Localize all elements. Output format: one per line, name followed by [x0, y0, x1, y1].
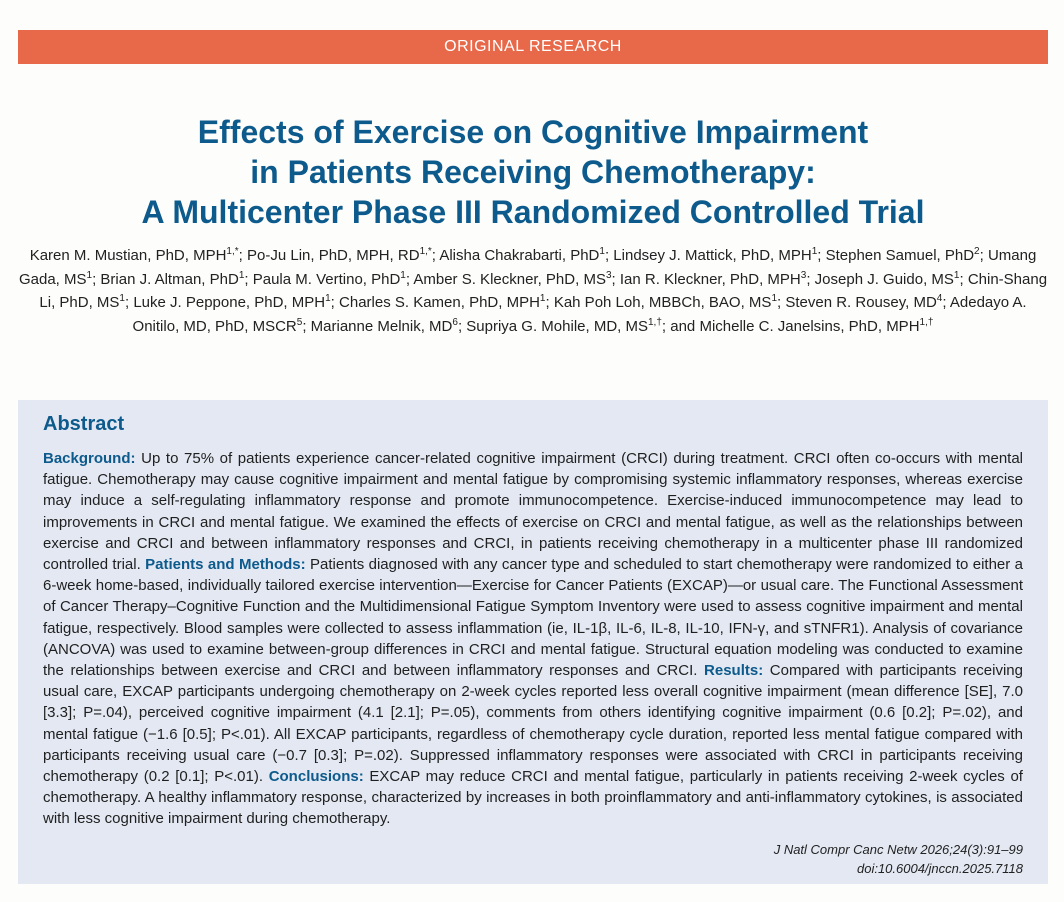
author-name: Amber S. Kleckner, PhD, MS — [413, 270, 606, 288]
author-name: Brian J. Altman, PhD — [100, 270, 239, 288]
author-item: Chin-Shang Li, PhD, MS1; — [39, 270, 1048, 312]
author-name: Steven R. Rousey, MD — [785, 294, 937, 311]
author-name: Supriya G. Mohile, MD, MS — [466, 317, 648, 335]
citation-doi: doi:10.6004/jnccn.2025.7118 — [856, 861, 1023, 876]
author-name: Chin-Shang Li, PhD, MS — [39, 270, 1048, 312]
author-item: Steven R. Rousey, MD4; — [785, 293, 950, 312]
author-item: Umang Gada, MS1; — [18, 247, 1037, 288]
author-item: and Michelle C. Janelsins, PhD, MPH1,† — [670, 316, 934, 335]
author-list: Karen M. Mustian, PhD, MPH1,*; Po-Ju Lin… — [18, 244, 1048, 338]
author-affiliation: 1 — [400, 269, 406, 281]
author-affiliation: 1 — [771, 293, 777, 304]
author-affiliation: 1,* — [419, 246, 432, 257]
author-joiner: and — [670, 317, 700, 335]
author-item: Ian R. Kleckner, PhD, MPH3; — [619, 269, 815, 288]
author-name: Lindsey J. Mattick, PhD, MPH — [613, 247, 812, 264]
author-item: Supriya G. Mohile, MD, MS1,†; — [466, 316, 671, 335]
author-name: Adedayo A. Onitilo, MD, PhD, MSCR — [132, 294, 1027, 335]
author-item: Alisha Chakrabarti, PhD1; — [439, 246, 614, 265]
author-item: Stephen Samuel, PhD2; — [825, 246, 988, 265]
author-affiliation: 1 — [599, 246, 605, 257]
author-name: Marianne Melnik, MD — [310, 317, 453, 335]
author-name: Luke J. Peppone, PhD, MPH — [133, 294, 326, 311]
author-name: Umang Gada, MS — [18, 247, 1037, 288]
abstract-body: Background: Up to 75% of patients experi… — [43, 448, 1023, 830]
author-item: Marianne Melnik, MD6; — [310, 316, 467, 335]
author-affiliation: 6 — [452, 316, 458, 328]
title-line-1: Effects of Exercise on Cognitive Impairm… — [197, 114, 869, 150]
author-item: Karen M. Mustian, PhD, MPH1,*; — [29, 246, 247, 265]
abstract-heading: Abstract — [43, 413, 125, 435]
author-affiliation: 1 — [119, 293, 125, 304]
author-name: Stephen Samuel, PhD — [825, 247, 975, 264]
background-text: Up to 75% of patients experience cancer-… — [43, 450, 1023, 574]
author-name: Kah Poh Loh, MBBCh, BAO, MS — [553, 294, 772, 311]
author-name: Michelle C. Janelsins, PhD, MPH — [699, 317, 920, 335]
author-item: Lindsey J. Mattick, PhD, MPH1; — [613, 246, 826, 265]
title-line-3: A Multicenter Phase III Randomized Contr… — [141, 194, 925, 230]
author-item: Paula M. Vertino, PhD1; — [252, 269, 414, 288]
author-name: Joseph J. Guido, MS — [814, 270, 954, 288]
methods-text: Patients diagnosed with any cancer type … — [43, 556, 1023, 680]
author-affiliation: 4 — [936, 293, 943, 304]
author-affiliation: 2 — [974, 246, 980, 257]
author-affiliation: 3 — [800, 269, 807, 281]
author-name: Po-Ju Lin, PhD, MPH, RD — [247, 247, 420, 264]
author-affiliation: 1 — [86, 269, 93, 281]
author-affiliation: 1 — [539, 293, 546, 304]
section-banner: ORIGINAL RESEARCH — [18, 30, 1048, 64]
citation: J Natl Compr Canc Netw 2026;24(3):91–99 … — [523, 840, 1023, 878]
author-item: Joseph J. Guido, MS1; — [814, 269, 968, 288]
title-line-2: in Patients Receiving Chemotherapy: — [250, 154, 816, 190]
author-affiliation: 5 — [296, 316, 303, 328]
author-affiliation: 1 — [811, 246, 818, 257]
section-label: ORIGINAL RESEARCH — [444, 38, 622, 55]
article-title: Effects of Exercise on Cognitive Impairm… — [18, 112, 1048, 232]
conclusions-text: EXCAP may reduce CRCI and mental fatigue… — [43, 768, 1023, 828]
author-name: Alisha Chakrabarti, PhD — [439, 247, 600, 264]
author-item: Luke J. Peppone, PhD, MPH1; — [133, 293, 340, 312]
author-name: Charles S. Kamen, PhD, MPH — [339, 294, 540, 311]
citation-journal: J Natl Compr Canc Netw 2026;24(3):91–99 — [773, 842, 1023, 857]
author-name: Karen M. Mustian, PhD, MPH — [29, 247, 227, 264]
author-affiliation: 1,† — [648, 316, 662, 328]
author-name: Paula M. Vertino, PhD — [252, 270, 401, 288]
author-affiliation: 1,* — [226, 246, 239, 257]
author-affiliation: 1 — [325, 293, 331, 304]
author-item: Po-Ju Lin, PhD, MPH, RD1,*; — [247, 246, 440, 265]
author-name: Ian R. Kleckner, PhD, MPH — [619, 270, 801, 288]
abstract-box: Abstract Background: Up to 75% of patien… — [18, 400, 1048, 884]
author-item: Adedayo A. Onitilo, MD, PhD, MSCR5; — [132, 294, 1027, 335]
author-item: Brian J. Altman, PhD1; — [100, 269, 253, 288]
author-affiliation: 1,† — [919, 316, 934, 328]
author-affiliation: 1 — [953, 269, 960, 281]
author-item: Amber S. Kleckner, PhD, MS3; — [413, 269, 620, 288]
methods-label: Patients and Methods: — [145, 556, 306, 574]
results-text: Compared with participants receiving usu… — [43, 662, 1023, 786]
conclusions-label: Conclusions: — [268, 768, 364, 786]
author-affiliation: 1 — [238, 269, 245, 281]
author-item: Kah Poh Loh, MBBCh, BAO, MS1; — [553, 293, 786, 312]
results-label: Results: — [704, 662, 764, 680]
author-item: Charles S. Kamen, PhD, MPH1; — [339, 293, 554, 312]
author-affiliation: 3 — [605, 269, 612, 281]
background-label: Background: — [43, 450, 136, 467]
